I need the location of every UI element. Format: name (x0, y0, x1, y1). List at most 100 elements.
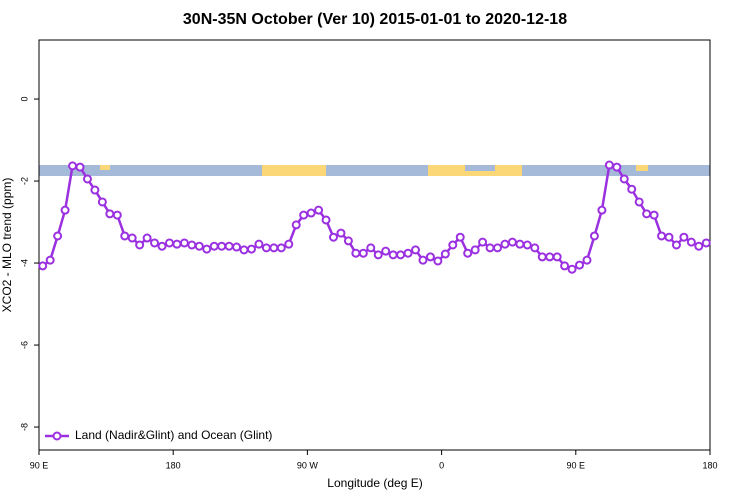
data-point (276, 243, 286, 253)
data-point (142, 233, 152, 243)
legend: Land (Nadir&Glint) and Ocean (Glint) (45, 428, 272, 442)
data-point (493, 243, 503, 253)
data-point (440, 249, 450, 259)
y-tick-label: 0 (19, 97, 29, 102)
data-point (612, 162, 622, 172)
data-point (150, 238, 160, 248)
data-point (68, 161, 78, 171)
data-point (38, 261, 48, 271)
data-point (343, 236, 353, 246)
x-tick-label: 0 (439, 460, 444, 470)
data-point (671, 240, 681, 250)
y-tick-label: -2 (19, 177, 29, 185)
data-point (75, 162, 85, 172)
data-point (90, 185, 100, 195)
data-point (657, 231, 667, 241)
land-strip (100, 165, 110, 170)
data-point (336, 228, 346, 238)
data-point (500, 239, 510, 249)
data-point (664, 232, 674, 242)
data-point (45, 255, 55, 265)
x-tick-label: 180 (166, 460, 181, 470)
data-point (53, 231, 63, 241)
data-point (418, 255, 428, 265)
data-point (299, 210, 309, 220)
data-point (388, 250, 398, 260)
data-point (202, 244, 212, 254)
data-point (284, 239, 294, 249)
y-tick-label: -8 (19, 423, 29, 431)
data-point (537, 252, 547, 262)
legend-marker (52, 431, 62, 441)
data-point (217, 241, 227, 251)
data-point (269, 243, 279, 253)
data-point (194, 241, 204, 251)
y-axis-label: XCO2 - MLO trend (ppm) (0, 178, 14, 313)
data-point (60, 205, 70, 215)
data-point (82, 174, 92, 184)
data-point (314, 205, 324, 215)
x-tick-label: 90 E (567, 460, 586, 470)
data-point (105, 209, 115, 219)
data-point (507, 237, 517, 247)
data-point (97, 197, 107, 207)
data-point (433, 256, 443, 266)
data-point (627, 184, 637, 194)
data-point (455, 232, 465, 242)
data-point (306, 208, 316, 218)
data-point (291, 220, 301, 230)
ocean-strip (465, 165, 495, 171)
data-point (381, 246, 391, 256)
data-point (224, 241, 234, 251)
data-point (358, 248, 368, 258)
ocean-strip (39, 165, 710, 176)
data-point (321, 215, 331, 225)
data-point (396, 250, 406, 260)
x-tick-label: 90 E (30, 460, 49, 470)
data-point (567, 264, 577, 274)
data-point (232, 242, 242, 252)
x-axis-label: Longitude (deg E) (327, 476, 422, 490)
land-strip (262, 165, 326, 176)
data-point (411, 245, 421, 255)
data-point (351, 248, 361, 258)
data-point (209, 241, 219, 251)
data-point (448, 240, 458, 250)
data-point (127, 233, 137, 243)
data-point (425, 252, 435, 262)
data-point (694, 241, 704, 251)
data-point (604, 160, 614, 170)
data-point (552, 252, 562, 262)
data-point (403, 248, 413, 258)
data-point (701, 238, 711, 248)
y-tick-label: -6 (19, 341, 29, 349)
x-tick-label: 90 W (297, 460, 319, 470)
data-point (575, 260, 585, 270)
data-point (485, 243, 495, 253)
data-point (642, 209, 652, 219)
data-point (619, 174, 629, 184)
data-point (597, 205, 607, 215)
x-tick-label: 180 (702, 460, 717, 470)
data-point (239, 245, 249, 255)
data-point (254, 239, 264, 249)
data-point (478, 237, 488, 247)
data-point (187, 240, 197, 250)
data-point (560, 261, 570, 271)
data-point (366, 243, 376, 253)
data-point (261, 243, 271, 253)
data-point (246, 244, 256, 254)
data-point (522, 240, 532, 250)
data-point (589, 231, 599, 241)
data-point (373, 250, 383, 260)
data-point (679, 232, 689, 242)
data-point (135, 240, 145, 250)
data-point (634, 197, 644, 207)
data-point (649, 210, 659, 220)
data-point (515, 239, 525, 249)
data-point (328, 232, 338, 242)
data-point (164, 238, 174, 248)
data-point (112, 210, 122, 220)
data-point (470, 245, 480, 255)
